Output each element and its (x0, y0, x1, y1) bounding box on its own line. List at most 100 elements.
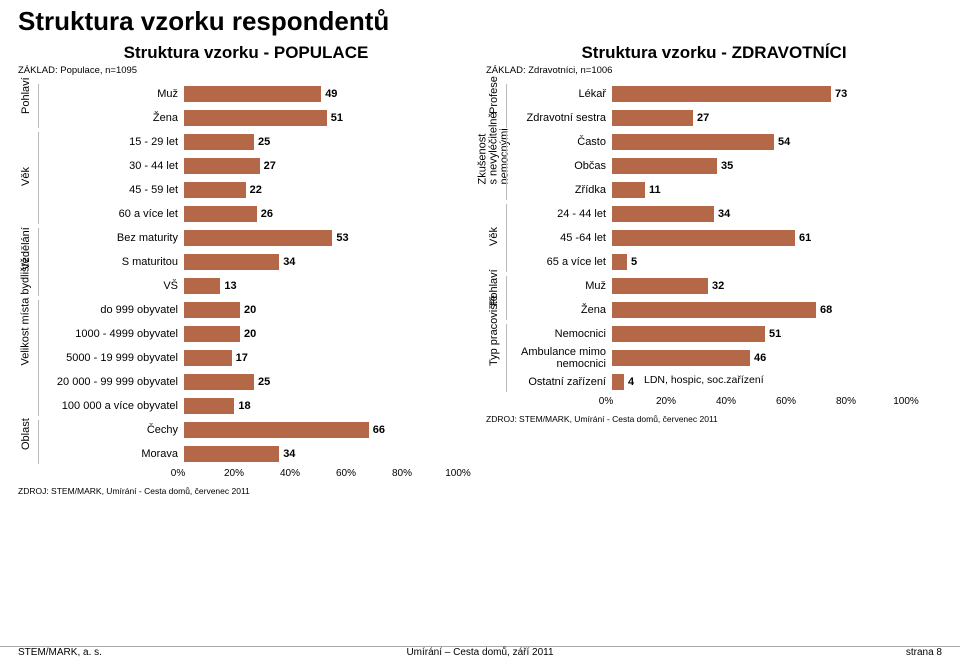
bar-wrap: 13 (184, 278, 464, 294)
bar (184, 110, 327, 126)
chart-row: 45 -64 let61 (486, 228, 942, 248)
chart-row: Zřídka11 (486, 180, 942, 200)
bar-wrap: 53 (184, 230, 464, 246)
right-chart-subtitle: ZÁKLAD: Zdravotníci, n=1006 (486, 65, 942, 76)
footer-left: STEM/MARK, a. s. (18, 647, 102, 658)
x-axis: 0%20%40%60%80%100% (178, 468, 458, 482)
bar-wrap: 68 (612, 302, 912, 318)
chart-row: 100 000 a více obyvatel18 (18, 396, 474, 416)
axis-tick-label: 40% (280, 468, 300, 479)
footer: STEM/MARK, a. s. Umírání – Cesta domů, z… (0, 646, 960, 658)
bar (184, 398, 234, 414)
axis-tick-label: 20% (656, 396, 676, 407)
bar-wrap: 49 (184, 86, 464, 102)
bar (184, 254, 279, 270)
right-chart: Lékař73Zdravotní sestra27ProfeseČasto54O… (486, 84, 942, 392)
group-bracket (506, 132, 507, 200)
bar-wrap: 5 (612, 254, 912, 270)
chart-row: 15 - 29 let25 (18, 132, 474, 152)
category-label: Nemocnici (508, 328, 612, 340)
group-label: Pohlaví (20, 98, 32, 114)
chart-row: 60 a více let26 (18, 204, 474, 224)
page-title: Struktura vzorku respondentů (0, 0, 960, 39)
bar (612, 182, 645, 198)
bar-wrap: 22 (184, 182, 464, 198)
bar-wrap: 11 (612, 182, 912, 198)
category-label: Často (508, 136, 612, 148)
bar-value: 73 (831, 86, 847, 102)
group-bracket (506, 276, 507, 320)
chart-row: 65 a více let 5 (486, 252, 942, 272)
bar (184, 326, 240, 342)
bar (184, 350, 232, 366)
chart-row: S maturitou34 (18, 252, 474, 272)
bar-wrap: 17 (184, 350, 464, 366)
axis-tick-label: 80% (836, 396, 856, 407)
category-label: 24 - 44 let (508, 208, 612, 220)
chart-row: 20 000 - 99 999 obyvatel25 (18, 372, 474, 392)
axis-tick-label: 80% (392, 468, 412, 479)
category-label: Lékař (508, 88, 612, 100)
bar-wrap: 73 (612, 86, 912, 102)
category-label: do 999 obyvatel (40, 304, 184, 316)
bar-wrap: 34 (612, 206, 912, 222)
bar (612, 158, 717, 174)
category-label: Žena (40, 112, 184, 124)
group-label: Věk (20, 170, 32, 186)
right-source: ZDROJ: STEM/MARK, Umírání - Cesta domů, … (486, 414, 942, 424)
bar (184, 182, 246, 198)
bar-value: 13 (220, 278, 236, 294)
chart-row: Muž 49 (18, 84, 474, 104)
axis-tick-label: 40% (716, 396, 736, 407)
bar (184, 422, 369, 438)
category-label: 15 - 29 let (40, 136, 184, 148)
bar-wrap: 46 (612, 350, 912, 366)
bar (612, 206, 714, 222)
bar-wrap: 25 (184, 134, 464, 150)
chart-row: Žena68 (486, 300, 942, 320)
bar-wrap: 61 (612, 230, 912, 246)
chart-row: 5000 - 19 999 obyvatel17 (18, 348, 474, 368)
bar-value: 5 (627, 254, 637, 270)
bar-value: 61 (795, 230, 811, 246)
bar (184, 158, 260, 174)
category-label: Muž (40, 88, 184, 100)
bar (612, 326, 765, 342)
category-label: Ostatní zařízení (508, 376, 612, 388)
bar-wrap: 51 (184, 110, 464, 126)
category-label: 30 - 44 let (40, 160, 184, 172)
chart-row: Muž32 (486, 276, 942, 296)
category-label: Žena (508, 304, 612, 316)
bar-wrap: 51 (612, 326, 912, 342)
bar (612, 230, 795, 246)
bar-value: 51 (765, 326, 781, 342)
category-label: Zřídka (508, 184, 612, 196)
bar (612, 302, 816, 318)
bar-value: 20 (240, 326, 256, 342)
left-chart-subtitle: ZÁKLAD: Populace, n=1095 (18, 65, 474, 76)
chart-row: 45 - 59 let22 (18, 180, 474, 200)
bar-wrap: 25 (184, 374, 464, 390)
bar-value: 32 (708, 278, 724, 294)
category-label: Občas (508, 160, 612, 172)
bar-value: 53 (332, 230, 348, 246)
axis-tick-label: 0% (171, 468, 185, 479)
category-label: 65 a více let (508, 256, 612, 268)
bar (184, 230, 332, 246)
chart-row: do 999 obyvatel20 (18, 300, 474, 320)
right-column: Struktura vzorku - ZDRAVOTNÍCIZÁKLAD: Zd… (486, 39, 942, 496)
group-label: Typ pracoviště (488, 350, 500, 366)
bar (184, 374, 254, 390)
bar-value: 49 (321, 86, 337, 102)
chart-row: Bez maturity53 (18, 228, 474, 248)
chart-row: Čechy66 (18, 420, 474, 440)
left-chart-title: Struktura vzorku - POPULACE (18, 43, 474, 63)
x-axis: 0%20%40%60%80%100% (606, 396, 906, 410)
category-label: S maturitou (40, 256, 184, 268)
bar-wrap: 26 (184, 206, 464, 222)
axis-tick-label: 20% (224, 468, 244, 479)
bar-wrap: 34 (184, 254, 464, 270)
bar-value: 18 (234, 398, 250, 414)
axis-tick-label: 60% (776, 396, 796, 407)
chart-note: LDN, hospic, soc.zařízení (644, 374, 764, 386)
